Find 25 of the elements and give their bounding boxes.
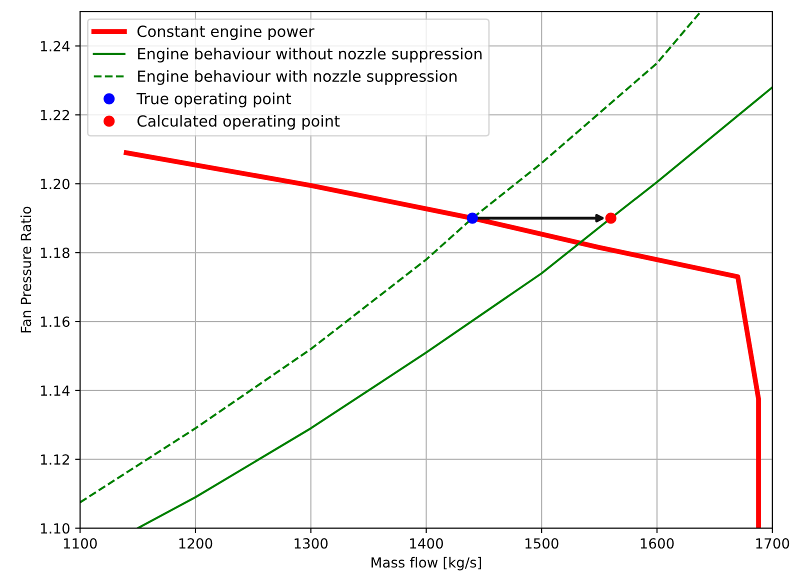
line-series xyxy=(124,150,761,528)
y-tick-label: 1.18 xyxy=(40,248,70,258)
y-axis-title: Fan Pressure Ratio xyxy=(20,206,32,332)
y-tick-label: 1.22 xyxy=(40,110,69,120)
x-tick-label: 1300 xyxy=(294,538,328,549)
x-tick-label: 1400 xyxy=(410,538,443,549)
legend-label: Engine behaviour with nozzle suppression xyxy=(138,70,457,85)
line-series xyxy=(136,86,772,528)
line-series xyxy=(80,12,702,504)
legend-label: Engine behaviour without nozzle suppression xyxy=(138,48,482,62)
y-tick-label: 1.24 xyxy=(40,40,70,52)
x-tick-label: 1600 xyxy=(640,538,674,549)
legend-label: True operating point xyxy=(136,92,292,108)
x-tick-label: 1100 xyxy=(64,538,97,549)
y-tick-label: 1.12 xyxy=(40,454,69,465)
x-tick-label: 1200 xyxy=(179,538,212,549)
legend-label: Constant engine power xyxy=(137,25,314,40)
x-tick-label: 1700 xyxy=(756,538,790,549)
y-tick-label: 1.14 xyxy=(40,386,70,396)
y-tick-label: 1.20 xyxy=(40,178,70,190)
x-tick-label: 1500 xyxy=(525,538,558,549)
y-tick-label: 1.10 xyxy=(40,523,70,534)
y-tick-label: 1.16 xyxy=(40,316,70,327)
legend-label: Calculated operating point xyxy=(137,114,340,130)
x-axis-title: Mass flow [kg/s] xyxy=(372,556,482,570)
